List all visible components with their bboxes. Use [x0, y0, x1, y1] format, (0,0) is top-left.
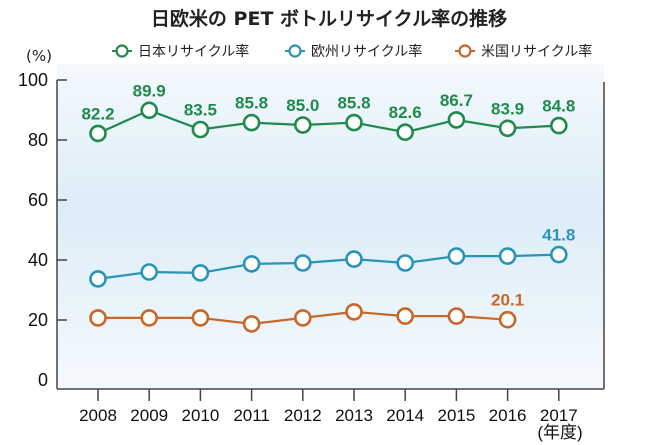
data-label: 41.8: [542, 226, 575, 245]
data-point: [242, 315, 261, 333]
legend-label: 欧州リサイクル率: [311, 43, 422, 60]
data-point: [191, 264, 210, 282]
data-point: [293, 116, 312, 134]
y-tick-label: 20: [28, 310, 48, 330]
data-label: 83.9: [491, 99, 524, 118]
x-tick-label: 2009: [130, 406, 168, 425]
chart-title: 日欧米の PET ボトルリサイクル率の推移: [151, 7, 507, 30]
data-point: [498, 119, 517, 138]
legend-label: 日本リサイクル率: [138, 43, 249, 60]
legend-marker: [458, 44, 472, 58]
data-point: [396, 123, 415, 141]
data-point: [140, 309, 158, 327]
x-tick-label: 2017: [540, 406, 578, 425]
data-label: 83.5: [184, 101, 217, 120]
y-tick-label: 80: [28, 130, 48, 150]
legend-marker: [288, 44, 302, 58]
data-label: 85.8: [235, 94, 268, 113]
data-label: 20.1: [491, 291, 524, 310]
y-axis-unit-label: (%): [26, 47, 52, 65]
data-point: [345, 113, 363, 132]
x-tick-label: 2008: [79, 406, 117, 425]
data-point: [549, 116, 568, 135]
data-point: [140, 101, 158, 120]
legend-item: 欧州リサイクル率: [285, 43, 422, 60]
data-point: [396, 254, 415, 272]
data-point: [447, 307, 466, 325]
series-1: 41.8: [89, 226, 575, 288]
data-point: [89, 124, 107, 143]
x-axis-unit-label: (年度): [537, 423, 582, 442]
data-label: 82.2: [81, 104, 114, 123]
legend-item: 米国リサイクル率: [455, 43, 592, 60]
x-tick-label: 2013: [335, 406, 373, 425]
x-tick-label: 2015: [437, 406, 475, 425]
data-label: 85.8: [337, 94, 370, 113]
legend-item: 日本リサイクル率: [112, 43, 249, 60]
data-point: [89, 309, 107, 327]
y-tick-label: 0: [38, 370, 48, 390]
data-point: [293, 309, 312, 327]
data-point: [447, 111, 466, 129]
series-line: [97, 253, 559, 280]
data-label: 89.9: [133, 81, 166, 100]
data-point: [345, 303, 363, 321]
data-point: [396, 307, 415, 325]
data-point: [191, 309, 210, 327]
y-tick-label: 100: [18, 70, 48, 90]
y-tick-label: 40: [28, 250, 48, 270]
y-tick-label: 60: [28, 190, 48, 210]
data-point: [89, 270, 107, 288]
series-line: [97, 109, 559, 135]
x-tick-label: 2012: [284, 406, 322, 425]
data-label: 85.0: [286, 96, 319, 115]
x-tick-label: 2014: [386, 406, 424, 425]
data-point: [191, 120, 210, 139]
data-point: [293, 254, 312, 272]
data-label: 86.7: [440, 91, 473, 110]
legend-label: 米国リサイクル率: [481, 43, 592, 60]
data-label: 84.8: [542, 97, 575, 116]
data-point: [498, 310, 517, 329]
legend: 日本リサイクル率 欧州リサイクル率 米国リサイクル率: [112, 43, 592, 60]
x-tick-label: 2010: [181, 406, 219, 425]
series-0: 82.2 89.9 83.5 85.8 85.0 85.8 82.6 86.7 83.9 84.8: [81, 81, 575, 143]
legend-marker: [115, 44, 129, 58]
data-point: [498, 247, 517, 265]
x-tick-label: 2016: [489, 406, 527, 425]
series-2: 20.1: [89, 291, 524, 333]
data-point: [242, 113, 261, 132]
data-point: [242, 255, 261, 273]
data-point: [549, 245, 568, 264]
data-point: [345, 250, 363, 268]
data-point: [447, 247, 466, 265]
data-label: 82.6: [389, 103, 422, 122]
data-point: [140, 263, 158, 281]
x-tick-label: 2011: [233, 406, 270, 425]
